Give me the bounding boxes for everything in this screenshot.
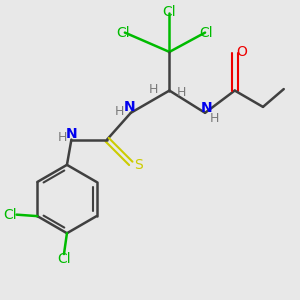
Text: H: H [209,112,219,125]
Text: N: N [201,101,212,116]
Text: O: O [236,45,247,59]
Text: Cl: Cl [163,5,176,19]
Text: Cl: Cl [57,252,71,266]
Text: H: H [115,105,124,118]
Text: Cl: Cl [200,26,213,40]
Text: H: H [148,82,158,96]
Text: H: H [58,131,67,144]
Text: H: H [177,85,186,98]
Text: N: N [124,100,135,115]
Text: N: N [66,127,78,141]
Text: S: S [134,158,142,172]
Text: Cl: Cl [117,26,130,40]
Text: Cl: Cl [3,208,17,222]
